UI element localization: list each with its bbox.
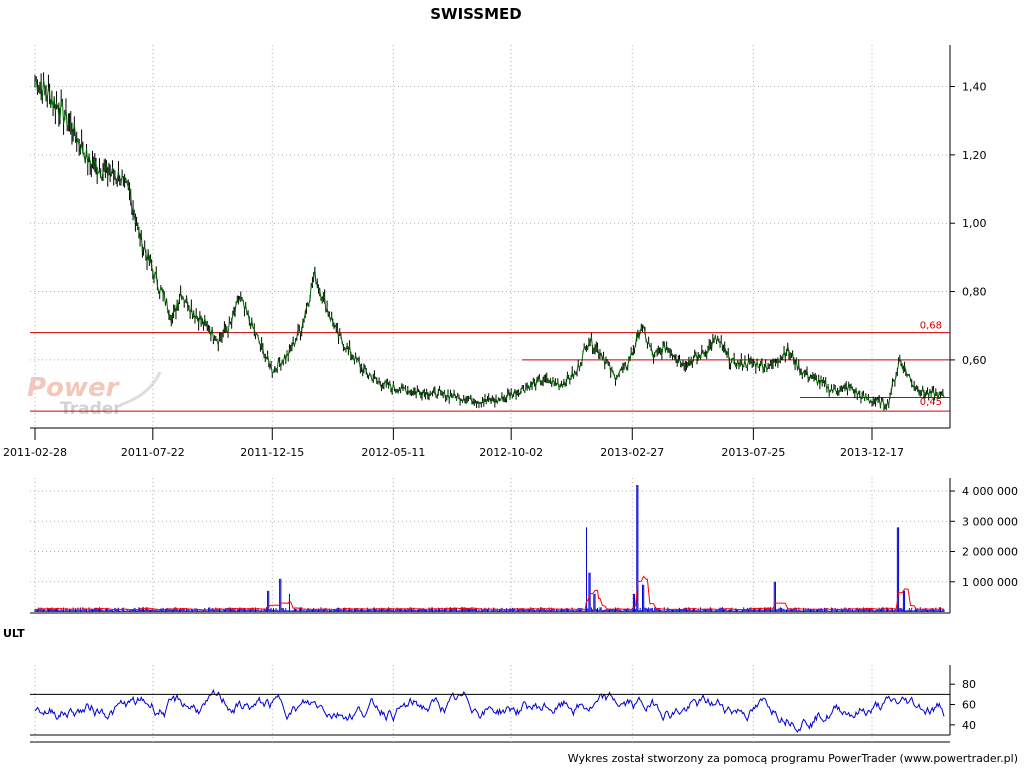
ult-axes: 80 60 40	[30, 678, 976, 736]
price-levels: 0,68 0,45	[30, 321, 950, 412]
volume-grid	[30, 478, 950, 613]
volume-average	[34, 575, 945, 611]
price-x-tick-label: 2013-12-17	[840, 446, 904, 459]
ult-y-tick-label: 60	[962, 699, 976, 712]
close-line	[34, 78, 945, 410]
price-x-tick-label: 2012-10-02	[479, 446, 543, 459]
volume-y-tick-label: 1 000 000	[962, 576, 1018, 589]
price-y-tick-label: 0,60	[962, 354, 987, 367]
price-y-tick-label: 1,40	[962, 81, 987, 94]
powertrader-logo: Power Trader	[27, 371, 162, 419]
volume-bars	[34, 485, 945, 612]
price-x-tick-label: 2011-07-22	[121, 446, 185, 459]
price-x-tick-label: 2011-02-28	[3, 446, 67, 459]
volume-y-tick-label: 3 000 000	[962, 515, 1018, 528]
ult-grid	[34, 665, 873, 742]
ult-y-tick-label: 40	[962, 719, 976, 732]
price-grid	[30, 45, 950, 428]
price-level-label: 0,45	[920, 397, 942, 408]
volume-y-tick-label: 4 000 000	[962, 485, 1018, 498]
price-level-label: 0,68	[920, 321, 942, 332]
price-y-tick-label: 1,00	[962, 217, 987, 230]
panel-frames	[30, 45, 951, 743]
volume-average-line	[34, 575, 945, 611]
ult-series	[34, 688, 945, 733]
price-y-tick-label: 0,80	[962, 286, 987, 299]
logo-word-trader: Trader	[60, 399, 122, 419]
price-close-line	[34, 78, 945, 410]
volume-y-tick-label: 2 000 000	[962, 546, 1018, 559]
ult-line	[34, 688, 945, 733]
ult-label: ULT	[3, 627, 25, 640]
price-y-tick-label: 1,20	[962, 149, 987, 162]
logo-word-power: Power	[27, 373, 121, 403]
price-x-tick-label: 2013-07-25	[721, 446, 785, 459]
price-x-tick-label: 2013-02-27	[600, 446, 664, 459]
footer-credit: Wykres został stworzony za pomocą progra…	[568, 752, 1018, 765]
ult-y-tick-label: 80	[962, 678, 976, 691]
price-axes: 1,40 1,20 1,00 0,80 0,60 2011-02-28 2011-07-22…	[3, 81, 986, 459]
volume-axes: 4 000 000 3 000 000 2 000 000 1 000 000	[950, 485, 1018, 589]
price-x-tick-label: 2011-12-15	[240, 446, 304, 459]
chart-title: SWISSMED	[430, 5, 522, 23]
price-x-tick-label: 2012-05-11	[361, 446, 425, 459]
